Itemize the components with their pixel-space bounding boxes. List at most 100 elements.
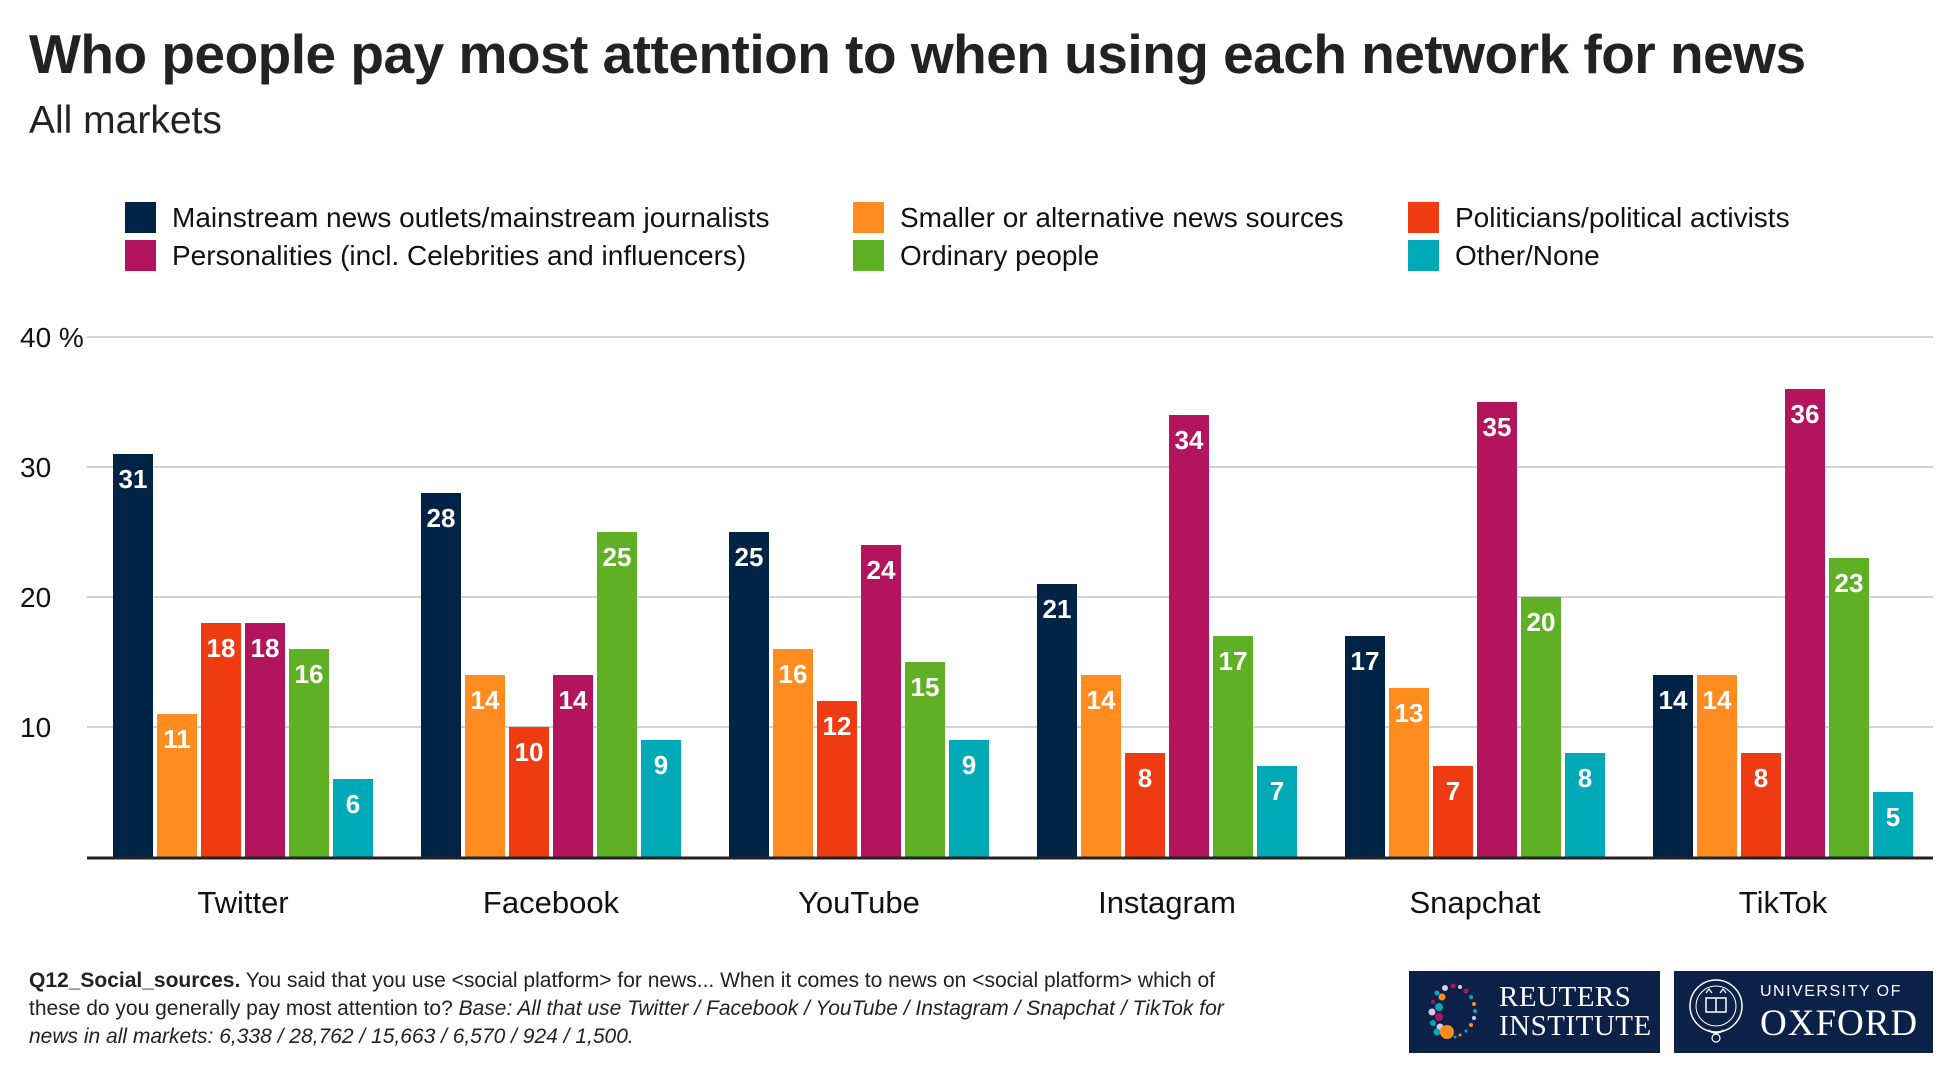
bar-value-label: 24 (867, 555, 896, 585)
x-tick-label: Twitter (197, 885, 288, 920)
legend-label: Mainstream news outlets/mainstream journ… (172, 201, 770, 233)
x-axis-labels: Twitter Facebook YouTube Instagram Snapchat T… (197, 885, 1827, 920)
bar-value-label: 5 (1886, 802, 1900, 832)
bar (1521, 597, 1561, 857)
x-tick-label: Snapchat (1410, 885, 1541, 920)
bar (1125, 753, 1165, 857)
bar-value-label: 8 (1754, 763, 1768, 793)
footnote-question-text: You said that you use <social platform> … (29, 969, 1215, 1020)
bar-value-label: 11 (163, 724, 191, 754)
bar-value-label: 14 (1703, 685, 1732, 715)
legend-swatch (853, 240, 884, 271)
legend-item-ordinary: Ordinary people (853, 240, 1099, 271)
legend-item-other: Other/None (1408, 240, 1600, 271)
bar (1433, 766, 1473, 857)
bar-value-label: 9 (962, 750, 976, 780)
bar-value-label: 13 (1395, 698, 1424, 728)
bar-value-label: 14 (1659, 685, 1688, 715)
bar (1257, 766, 1297, 857)
bar (157, 714, 197, 857)
gridlines (87, 336, 1933, 728)
bar (1697, 675, 1737, 857)
bar (1785, 389, 1825, 857)
y-tick-label: 20 (20, 582, 51, 613)
bar (729, 532, 769, 857)
bar-value-label: 34 (1175, 425, 1204, 455)
bar-value-label: 18 (251, 633, 280, 663)
legend-item-mainstream: Mainstream news outlets/mainstream journ… (125, 202, 770, 233)
bar (113, 454, 153, 857)
bar (421, 493, 461, 857)
bar-chart: 10 20 30 40 % 31 11 18 18 16 6 28 14 10 14 25 9 25 16 12 2… (20, 322, 1933, 920)
legend-label: Smaller or alternative news sources (900, 201, 1344, 233)
bar (1037, 584, 1077, 857)
bar-value-labels: 31 11 18 18 16 6 28 14 10 14 25 9 25 16 12 24 15 9 21 14 8 34… (119, 399, 1901, 832)
bar-value-label: 25 (603, 542, 632, 572)
legend-label: Politicians/political activists (1455, 201, 1790, 233)
bar-value-label: 17 (1351, 646, 1380, 676)
bar-value-label: 17 (1219, 646, 1248, 676)
bar-value-label: 10 (515, 737, 544, 767)
legend-item-personalities: Personalities (incl. Celebrities and inf… (125, 240, 746, 271)
bar (1653, 675, 1693, 857)
legend-label: Personalities (incl. Celebrities and inf… (172, 239, 747, 271)
bar-value-label: 7 (1446, 776, 1460, 806)
bar-value-label: 25 (735, 542, 764, 572)
bar (245, 623, 285, 857)
bar (641, 740, 681, 857)
bar-value-label: 23 (1835, 568, 1864, 598)
bar (905, 662, 945, 857)
university-of-oxford-logo: UNIVERSITY OF OXFORD (1674, 971, 1933, 1053)
bar-value-label: 14 (1087, 685, 1116, 715)
bar-value-label: 18 (207, 633, 236, 663)
bar (1477, 402, 1517, 857)
bar (1345, 636, 1385, 857)
bar-value-label: 16 (779, 659, 808, 689)
bar (773, 649, 813, 857)
bar (861, 545, 901, 857)
bar (1389, 688, 1429, 857)
bar (949, 740, 989, 857)
bar-value-label: 12 (823, 711, 852, 741)
bar-value-label: 8 (1578, 763, 1592, 793)
bar (509, 727, 549, 857)
bar (1565, 753, 1605, 857)
legend-swatch (125, 202, 156, 233)
bar-value-label: 14 (471, 685, 500, 715)
bar-value-label: 20 (1527, 607, 1556, 637)
bar (1213, 636, 1253, 857)
bar-value-label: 28 (427, 503, 456, 533)
legend-item-politicians: Politicians/political activists (1408, 202, 1790, 233)
y-tick-label: 10 (20, 712, 51, 743)
legend-swatch (1408, 202, 1439, 233)
oxford-line1: UNIVERSITY OF (1760, 982, 1902, 1000)
y-axis-ticks: 10 20 30 40 % (20, 322, 84, 743)
reuters-institute-logo: REUTERS INSTITUTE (1409, 971, 1660, 1053)
bar-value-label: 31 (119, 464, 148, 494)
x-tick-label: Instagram (1098, 885, 1236, 920)
bar-value-label: 15 (911, 672, 940, 702)
legend-label: Ordinary people (900, 239, 1100, 271)
legend-label: Other/None (1455, 239, 1600, 271)
chart-subtitle: All markets (29, 99, 222, 142)
bars (113, 389, 1913, 857)
footnote-base: Base: All that use Twitter / Facebook / … (29, 997, 1224, 1048)
legend-swatch (1408, 240, 1439, 271)
x-tick-label: TikTok (1739, 885, 1828, 920)
bar-value-label: 35 (1483, 412, 1512, 442)
bar (1741, 753, 1781, 857)
footnote-question-id: Q12_Social_sources. (29, 969, 241, 992)
bar (289, 649, 329, 857)
legend-swatch (125, 240, 156, 271)
bar-value-label: 6 (346, 789, 360, 819)
bar (597, 532, 637, 857)
footnote: Q12_Social_sources. You said that you us… (29, 967, 1229, 1051)
bar (1873, 792, 1913, 857)
bar (333, 779, 373, 857)
legend-swatch (853, 202, 884, 233)
bar (1829, 558, 1869, 857)
bar-value-label: 9 (654, 750, 668, 780)
reuters-line2: INSTITUTE (1499, 1010, 1652, 1042)
reuters-dots-icon (1428, 983, 1477, 1039)
bar (817, 701, 857, 857)
